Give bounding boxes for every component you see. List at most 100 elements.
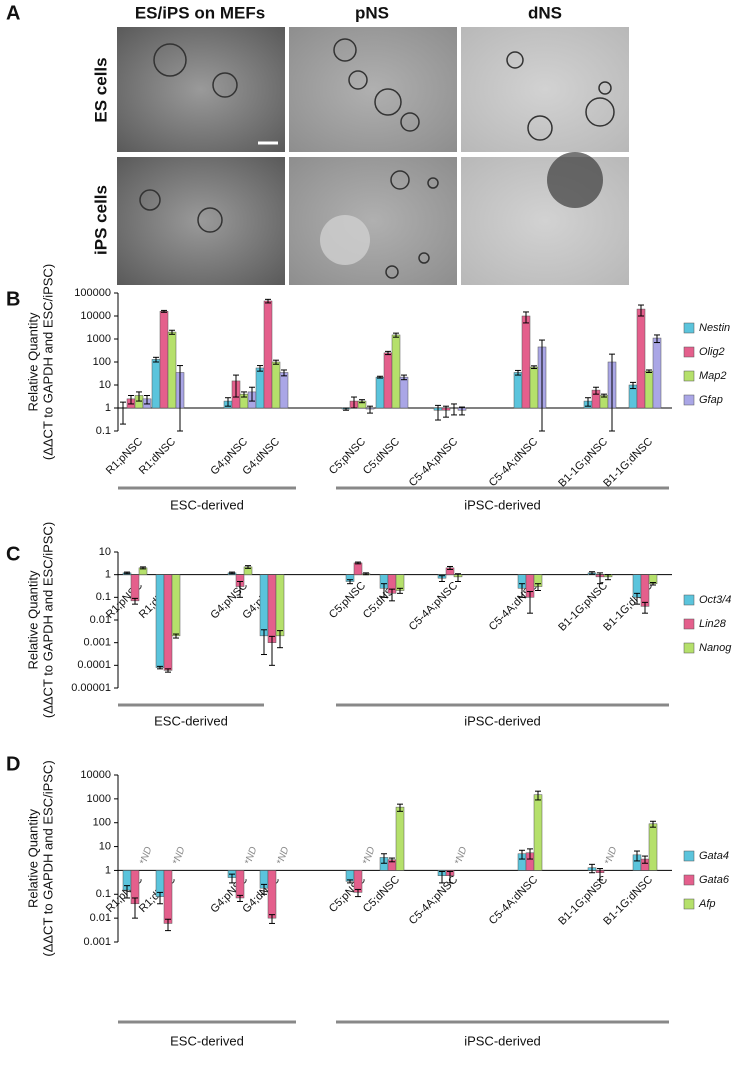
legend-swatch — [683, 618, 695, 630]
error-bar — [281, 369, 287, 377]
group-label: iPSC-derived — [464, 1033, 541, 1048]
bar — [167, 331, 177, 409]
error-bar — [435, 404, 441, 421]
bar — [255, 367, 265, 409]
bar — [529, 366, 539, 409]
panel-label: A — [6, 2, 20, 24]
legend-label: Map2 — [699, 370, 727, 382]
error-bar — [389, 588, 395, 602]
legend-swatch — [683, 346, 695, 358]
y-tick-label: 0.0001 — [77, 659, 111, 671]
y-tick-label: 10000 — [80, 769, 111, 781]
error-bar — [585, 397, 591, 407]
error-bar — [367, 405, 373, 414]
legend-swatch — [683, 394, 695, 406]
error-bar — [397, 587, 403, 594]
error-bar — [261, 629, 267, 656]
error-bar — [177, 365, 183, 432]
bar — [652, 337, 662, 409]
x-tick-label: C5;dNSC — [361, 436, 402, 477]
error-bar — [597, 572, 603, 585]
value-label: *ND — [453, 845, 470, 866]
x-tick-label: C5-4A;dNSC — [487, 436, 540, 489]
error-bar — [355, 561, 361, 565]
bar — [399, 376, 409, 409]
error-bar — [381, 583, 387, 598]
y-tick-label: 1 — [105, 864, 111, 876]
column-header: ES/iPS on MEFs — [135, 3, 265, 22]
error-bar — [153, 356, 159, 363]
value-label: *ND — [138, 845, 155, 866]
y-tick-label: 1 — [105, 402, 111, 414]
bar — [235, 870, 245, 899]
legend-label: Lin28 — [699, 618, 727, 630]
error-bar — [597, 868, 603, 881]
bar — [171, 574, 181, 637]
spheres — [139, 38, 615, 279]
error-bar — [273, 359, 279, 365]
y-tick-label: 0.1 — [96, 888, 111, 900]
error-bar — [165, 918, 171, 932]
bar — [267, 574, 277, 643]
error-bar — [397, 803, 403, 812]
column-header: dNS — [528, 3, 562, 22]
micrograph — [117, 27, 285, 152]
error-bar — [519, 849, 525, 860]
legend-label: Nanog — [699, 642, 732, 654]
bar — [391, 334, 401, 409]
x-tick-label: C5;dNSC — [361, 874, 402, 915]
error-bar — [277, 630, 283, 649]
error-bar — [265, 298, 271, 304]
bar — [279, 372, 289, 409]
error-bar — [173, 633, 179, 639]
micrograph — [461, 157, 629, 285]
error-bar — [527, 848, 533, 860]
error-bar — [535, 790, 541, 801]
error-bar — [393, 332, 399, 338]
panel-label: D — [6, 753, 20, 775]
error-bar — [157, 891, 163, 905]
x-tick-label: C5-4A;pNSC — [407, 580, 460, 633]
legend-label: Gfap — [699, 394, 723, 406]
error-bar — [229, 571, 235, 575]
sphere — [320, 215, 370, 265]
error-bar — [523, 311, 529, 324]
error-bar — [377, 375, 383, 379]
legend-swatch — [683, 322, 695, 334]
row-header: ES cells — [91, 57, 110, 122]
micrograph — [289, 27, 457, 152]
error-bar — [140, 566, 146, 570]
legend-label: Afp — [698, 898, 716, 910]
bar — [163, 870, 173, 924]
bar — [271, 361, 281, 409]
group-label: iPSC-derived — [464, 713, 541, 728]
legend-label: Nestin — [699, 322, 730, 334]
error-bar — [355, 888, 361, 898]
bar — [375, 376, 385, 409]
error-bar — [359, 399, 365, 404]
value-label: *ND — [243, 845, 260, 866]
y-tick-label: 1000 — [87, 793, 111, 805]
bar — [353, 562, 363, 575]
error-bar — [245, 565, 251, 569]
bar — [648, 823, 658, 871]
error-bar — [269, 914, 275, 924]
error-bar — [519, 583, 525, 598]
legend-label: Gata4 — [699, 850, 729, 862]
y-tick-label: 1000 — [87, 333, 111, 345]
value-label: *ND — [275, 845, 292, 866]
bar — [533, 794, 543, 871]
bar — [263, 300, 273, 409]
error-bar — [539, 339, 545, 432]
error-bar — [642, 855, 648, 864]
legend-swatch — [683, 594, 695, 606]
y-tick-label: 0.00001 — [71, 682, 111, 694]
error-bar — [589, 863, 595, 874]
y-tick-label: 10000 — [80, 310, 111, 322]
error-bar — [439, 575, 445, 582]
y-tick-label: 0.01 — [90, 912, 111, 924]
y-axis-label: Relative Quantity — [25, 570, 40, 669]
micrograph — [461, 27, 629, 152]
error-bar — [351, 396, 357, 409]
error-bar — [237, 894, 243, 902]
